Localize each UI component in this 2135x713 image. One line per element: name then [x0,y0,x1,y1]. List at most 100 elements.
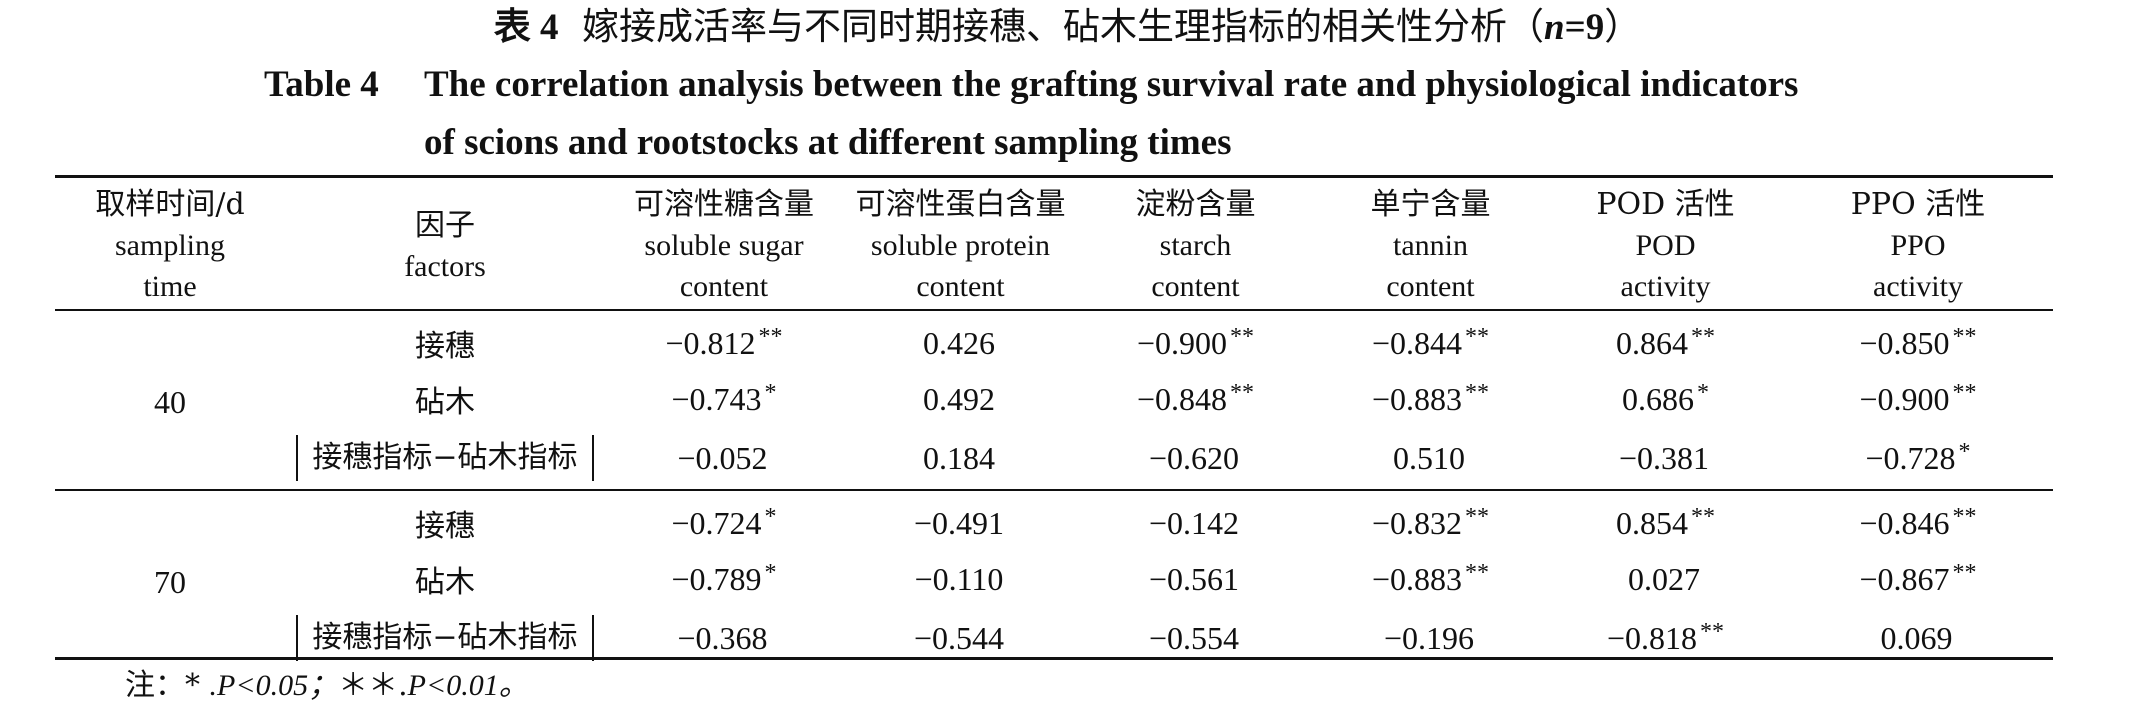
correlation-value: −0.110 [914,561,1004,597]
value-cell: −0.867 ** [1783,551,2053,607]
header-col-pod: POD 活性 POD activity [1548,178,1783,311]
correlation-value: −0.368 [677,620,768,656]
value-cell: −0.844 ** [1313,311,1548,371]
value-cell: −0.812 ** [605,311,843,371]
significance-mark: * [764,504,777,530]
header-sampling-time-en2: time [143,270,197,303]
correlation-value: −0.743 [671,381,762,417]
note-prefix: 注：* [125,668,200,703]
significance-mark: ** [1700,619,1725,645]
correlation-value: −0.724 [671,505,762,541]
sampling-time-cell: 70 [55,489,285,669]
correlation-value: −0.883 [1371,381,1463,417]
value-cell: −0.554 [1078,607,1313,669]
factor-label: 接穗 [415,329,475,364]
value-cell: −0.110 [843,551,1078,607]
correlation-value: −0.846 [1859,505,1950,541]
header-col-cn: 单宁含量 [1370,187,1491,222]
correlation-value: −0.848 [1136,381,1228,417]
significance-mark: ** [1230,380,1255,406]
top-rule [55,175,2053,178]
bottom-rule [55,657,2053,660]
factor-cell: 接穗指标−砧木指标 [285,607,605,669]
correlation-value: −0.052 [677,440,768,476]
correlation-value: −0.381 [1618,440,1710,476]
table-row: 40 接穗 −0.812 ** 0.426 −0.900 ** −0.844 ** 0.864 **… [55,311,2053,420]
value-cell: −0.196 [1313,607,1548,669]
correlation-value: −0.554 [1148,620,1240,656]
correlation-value: −0.867 [1859,561,1950,597]
value-cell: −0.724 * [605,489,843,551]
significance-mark: ** [1465,504,1490,530]
value-cell: −0.743 * [605,371,843,427]
header-col-en2: content [1386,270,1475,303]
value-cell: −0.368 [605,607,843,669]
table-footnote: 注：* .P<0.05；＊＊.P<0.01。 [125,660,529,704]
correlation-value: 0.686 [1622,381,1694,417]
table-row: 砧木 −0.743 * 0.492 −0.848 ** −0.883 ** 0.686 * −0.9… [55,371,2053,427]
caption-cn-n-label: n [1544,7,1565,48]
header-col-soluble-sugar: 可溶性糖含量 soluble sugar content [605,178,843,311]
correlation-value: −0.832 [1371,505,1463,541]
factor-label: 砧木 [415,565,475,600]
correlation-value: 0.854 [1616,505,1688,541]
caption-chinese: 表 4 嫁接成活率与不同时期接穗、砧木生理指标的相关性分析（n=9） [0,2,2135,53]
value-cell: −0.561 [1078,551,1313,607]
correlation-value: 0.027 [1628,561,1700,597]
header-col-cn: POD 活性 [1596,187,1735,222]
sampling-time-cell: 40 [154,383,186,420]
value-cell: −0.848 ** [1078,371,1313,427]
significance-mark: ** [1952,380,1977,406]
header-factors-cn: 因子 [415,207,475,243]
significance-mark: ** [758,324,783,350]
correlation-value: −0.142 [1148,505,1240,541]
significance-mark: ** [1952,324,1977,350]
value-cell: −0.381 [1548,427,1783,490]
significance-mark: * [764,380,777,406]
value-cell: −0.883 ** [1313,371,1548,427]
correlation-value: −0.561 [1148,561,1240,597]
header-col-cn: 淀粉含量 [1135,187,1256,222]
header-sampling-time-cn: 取样时间/d [95,187,245,222]
significance-mark: ** [1952,504,1977,530]
correlation-table: 取样时间/d sampling time 因子 factors 可溶性糖含量 s… [55,178,2053,669]
value-cell: −0.789 * [605,551,843,607]
value-cell: −0.620 [1078,427,1313,490]
note-mid: ＊＊. [338,668,408,703]
caption-english: Table 4 The correlation analysis between … [264,56,1924,172]
correlation-value: −0.900 [1136,325,1228,361]
caption-en-line1: The correlation analysis between the gra… [424,64,1799,105]
header-col-en2: activity [1873,270,1963,303]
correlation-value: −0.620 [1148,440,1240,476]
value-cell: −0.900 ** [1783,371,2053,427]
value-cell: −0.832 ** [1313,489,1548,551]
note-p2: P<0.01。 [407,669,529,702]
caption-cn-label: 表 4 [493,7,559,48]
correlation-value: −0.196 [1383,620,1475,656]
header-col-en1: tannin [1393,229,1468,262]
correlation-value: −0.728 [1865,440,1956,476]
significance-mark: ** [1465,380,1490,406]
value-cell: 0.854 ** [1548,489,1783,551]
significance-mark: * [764,560,777,586]
value-cell: −0.818 ** [1548,607,1783,669]
factor-cell: 接穗指标−砧木指标 [285,427,605,490]
significance-mark: ** [1952,560,1977,586]
correlation-value: −0.900 [1859,381,1950,417]
header-col-soluble-protein: 可溶性蛋白含量 soluble protein content [843,178,1078,311]
header-rule [55,309,2053,311]
correlation-value: −0.850 [1859,325,1950,361]
value-cell: 0.426 [843,311,1078,371]
value-cell: −0.850 ** [1783,311,2053,371]
factor-label: 接穗指标−砧木指标 [296,615,594,661]
header-sampling-time: 取样时间/d sampling time [55,178,285,311]
value-cell: −0.900 ** [1078,311,1313,371]
correlation-value: 0.426 [923,325,995,361]
value-cell: 0.864 ** [1548,311,1783,371]
correlation-value: −0.491 [913,505,1005,541]
table-row: 接穗指标−砧木指标 −0.368 −0.544 −0.554 −0.196 −0.818 *… [55,607,2053,669]
significance-mark: * [1958,439,1971,465]
value-cell: 0.492 [843,371,1078,427]
header-col-en2: activity [1620,270,1711,303]
factor-label: 接穗指标−砧木指标 [296,435,594,481]
